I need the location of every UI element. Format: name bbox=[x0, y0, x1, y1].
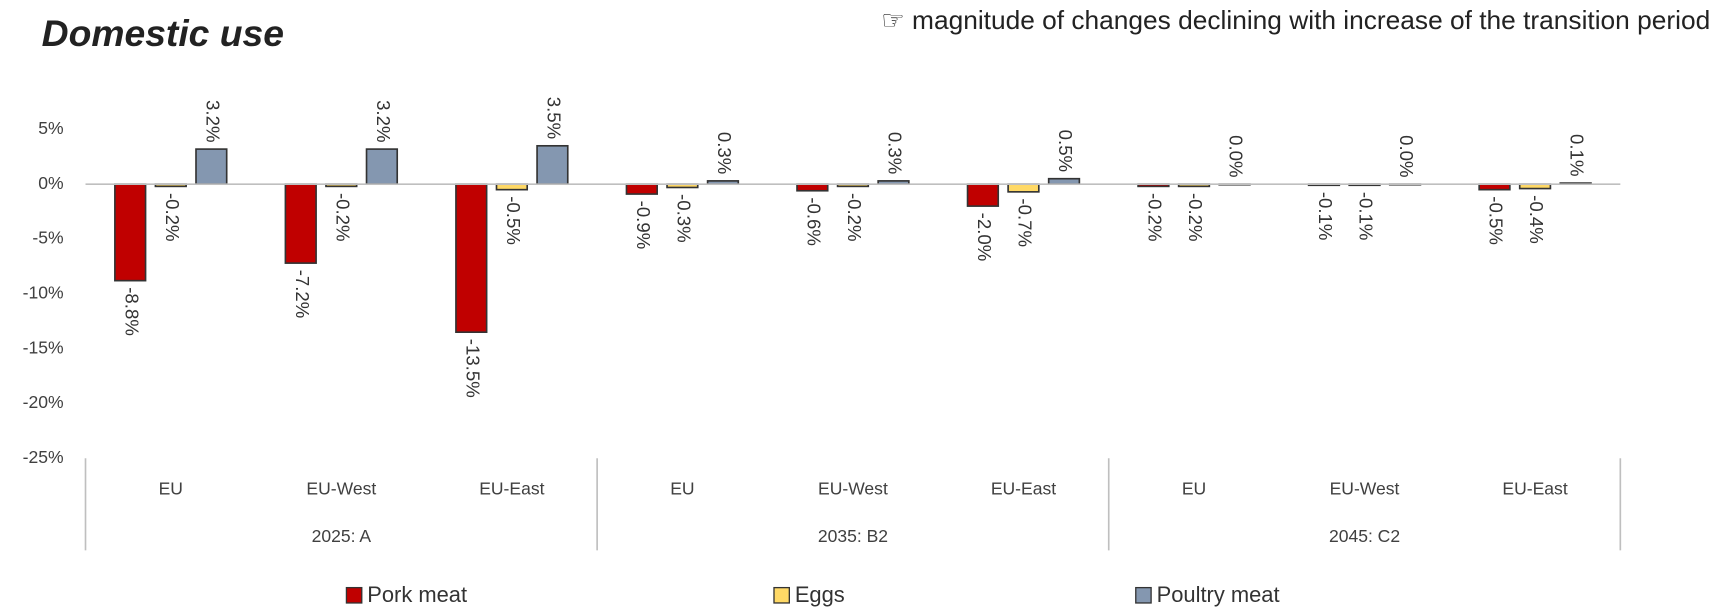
x-tick-label: EU-East bbox=[1502, 479, 1567, 499]
legend-label: Eggs bbox=[795, 582, 845, 607]
value-label: 0.1% bbox=[1567, 134, 1588, 176]
value-label: -0.1% bbox=[1315, 192, 1336, 241]
value-label: 0.0% bbox=[1396, 135, 1417, 177]
value-label: 0.0% bbox=[1226, 135, 1247, 177]
value-label: -0.5% bbox=[1486, 196, 1507, 245]
value-label: -7.2% bbox=[292, 270, 313, 319]
value-label: -0.9% bbox=[633, 201, 654, 250]
legend-swatch bbox=[345, 586, 363, 604]
bar bbox=[1007, 183, 1040, 193]
bar bbox=[114, 183, 147, 282]
legend-label: Poultry meat bbox=[1157, 582, 1280, 607]
value-label: -2.0% bbox=[974, 213, 995, 262]
value-label: 0.3% bbox=[885, 132, 906, 174]
y-tick-label: -25% bbox=[23, 447, 64, 467]
bar bbox=[536, 144, 569, 186]
value-label: -0.5% bbox=[503, 196, 524, 245]
y-tick-label: 0% bbox=[38, 173, 63, 193]
x-tick-label: EU bbox=[670, 479, 694, 499]
chart-title: Domestic use bbox=[42, 12, 284, 54]
bar bbox=[195, 148, 228, 186]
x-tick-label: EU bbox=[1182, 479, 1206, 499]
legend-swatch bbox=[773, 586, 790, 604]
value-label: -0.2% bbox=[162, 193, 183, 242]
value-label: -0.6% bbox=[803, 197, 824, 246]
y-tick-label: -5% bbox=[32, 228, 63, 248]
legend-swatch bbox=[1135, 586, 1152, 604]
y-tick-label: -15% bbox=[23, 337, 64, 357]
x-tick-label: EU-West bbox=[818, 479, 888, 499]
x-tick-label: EU-West bbox=[1330, 479, 1400, 499]
value-label: 0.5% bbox=[1055, 130, 1076, 172]
value-label: -0.3% bbox=[673, 194, 694, 243]
y-tick-label: 5% bbox=[38, 118, 63, 138]
value-label: -0.2% bbox=[1185, 193, 1206, 242]
group-label: 2025: A bbox=[312, 526, 372, 546]
value-label: 0.3% bbox=[714, 132, 735, 174]
legend-label: Pork meat bbox=[367, 582, 467, 607]
value-label: -0.4% bbox=[1526, 195, 1547, 244]
value-label: -0.2% bbox=[332, 193, 353, 242]
y-tick-label: -20% bbox=[23, 392, 64, 412]
value-label: -0.1% bbox=[1356, 192, 1377, 241]
group-label: 2045: C2 bbox=[1329, 526, 1400, 546]
value-label: -13.5% bbox=[462, 339, 483, 398]
bar bbox=[284, 183, 317, 264]
value-label: -0.2% bbox=[844, 193, 865, 242]
group-label: 2035: B2 bbox=[818, 526, 888, 546]
y-tick-label: -10% bbox=[23, 282, 64, 302]
value-label: 3.2% bbox=[373, 100, 394, 142]
x-tick-label: EU bbox=[159, 479, 183, 499]
bar bbox=[455, 183, 488, 334]
annotation: ☞ magnitude of changes declining with in… bbox=[881, 5, 1710, 35]
value-label: -0.7% bbox=[1015, 198, 1036, 247]
bar bbox=[796, 183, 829, 192]
value-label: -8.8% bbox=[121, 287, 142, 336]
bar bbox=[365, 148, 399, 186]
bar bbox=[625, 183, 658, 195]
x-tick-label: EU-West bbox=[306, 479, 376, 499]
value-label: -0.2% bbox=[1145, 193, 1166, 242]
value-label: 3.5% bbox=[543, 97, 564, 139]
x-tick-label: EU-East bbox=[479, 479, 544, 499]
x-tick-label: EU-East bbox=[991, 479, 1056, 499]
bar bbox=[966, 183, 1000, 207]
value-label: 3.2% bbox=[202, 100, 223, 142]
